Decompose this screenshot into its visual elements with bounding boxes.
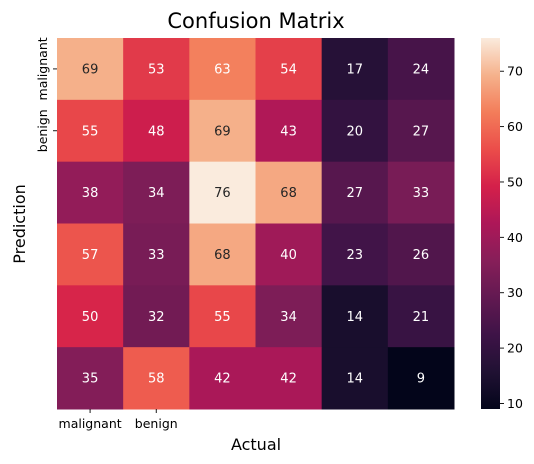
heatmap-cell: [387, 38, 455, 101]
colorbar-tick-label: 10: [507, 396, 523, 411]
cell-value-label: 27: [346, 186, 363, 201]
cell-value-label: 24: [413, 62, 430, 77]
cell-value-label: 34: [148, 186, 165, 201]
cell-value-label: 14: [346, 372, 363, 387]
heatmap-cell: [387, 285, 455, 348]
cell-value-label: 33: [413, 186, 430, 201]
heatmap-cell: [123, 285, 190, 348]
heatmap-cell: [255, 223, 323, 286]
cell-value-label: 23: [346, 248, 363, 263]
cell-value-label: 33: [148, 248, 165, 263]
heatmap-cell: [57, 347, 124, 410]
colorbar-tick-label: 70: [507, 64, 523, 79]
cell-value-label: 54: [280, 62, 297, 77]
heatmap-cell: [387, 347, 455, 410]
chart-title: Confusion Matrix: [167, 9, 344, 33]
heatmap-cell: [387, 223, 455, 286]
x-axis-ticks: malignant benign: [59, 409, 178, 431]
heatmap-cell: [123, 161, 190, 224]
heatmap-cell: [321, 223, 389, 286]
cell-value-label: 20: [346, 124, 363, 139]
cell-value-label: 58: [148, 372, 165, 387]
heatmap-cell: [321, 285, 389, 348]
heatmap-cell: [57, 285, 124, 348]
cell-value-label: 14: [346, 310, 363, 325]
cell-value-label: 21: [413, 310, 430, 325]
heatmap-cell: [321, 347, 389, 410]
heatmap-cell: [123, 99, 190, 163]
heatmap-cell: [189, 38, 256, 101]
heatmap-cell: [255, 285, 323, 348]
colorbar-tick-label: 20: [507, 341, 523, 356]
cell-value-label: 27: [413, 124, 430, 139]
cell-value-label: 69: [82, 62, 99, 77]
cell-value-label: 42: [214, 372, 231, 387]
cell-value-label: 50: [82, 310, 99, 325]
heatmap-cell: [321, 38, 389, 101]
heatmap-cell: [387, 161, 455, 224]
cell-value-label: 17: [346, 62, 363, 77]
y-axis-ticks: malignant benign: [35, 37, 57, 152]
cell-value-label: 48: [148, 124, 165, 139]
x-tick-label: benign: [135, 416, 178, 431]
heatmap-cell: [57, 38, 124, 101]
cell-value-label: 32: [148, 310, 165, 325]
cell-value-label: 9: [417, 372, 425, 387]
heatmap-cell: [387, 99, 455, 163]
cell-value-label: 76: [214, 186, 231, 201]
cell-value-label: 53: [148, 62, 165, 77]
heatmap-cell: [123, 38, 190, 101]
heatmap-cell: [189, 161, 256, 224]
y-tick-label: benign: [35, 109, 50, 152]
heatmap-cell: [57, 99, 124, 163]
heatmap-cell: [255, 99, 323, 163]
heatmap-cell: [255, 347, 323, 410]
heatmap-cell: [189, 347, 256, 410]
colorbar-tick-label: 60: [507, 119, 523, 134]
cell-value-label: 68: [214, 248, 231, 263]
x-tick-label: malignant: [59, 416, 122, 431]
heatmap-cell: [123, 223, 190, 286]
cell-value-label: 63: [214, 62, 231, 77]
colorbar: 10 20 30 40 50 60 70: [481, 38, 523, 411]
cell-value-label: 57: [82, 248, 99, 263]
y-tick-label: malignant: [35, 37, 50, 100]
heatmap-cell: [321, 99, 389, 163]
cell-value-label: 68: [280, 186, 297, 201]
cell-value-label: 26: [413, 248, 430, 263]
cell-value-label: 35: [82, 372, 99, 387]
cell-value-label: 55: [82, 124, 99, 139]
heatmap-cell: [57, 161, 124, 224]
colorbar-gradient: [481, 38, 500, 409]
cell-value-label: 42: [280, 372, 297, 387]
heatmap-cell: [189, 99, 256, 163]
heatmap-cell: [57, 223, 124, 286]
heatmap-cell: [321, 161, 389, 224]
cell-value-label: 55: [214, 310, 231, 325]
heatmap-cell: [255, 38, 323, 101]
colorbar-tick-label: 30: [507, 285, 523, 300]
heatmap-cell: [255, 161, 323, 224]
heatmap-cell: [123, 347, 190, 410]
cell-value-label: 40: [280, 248, 297, 263]
heatmap-cell: [189, 285, 256, 348]
colorbar-tick-label: 40: [507, 230, 523, 245]
heatmap-grid: 69 53 63 54 17 24 55 48 69 43 20 27 38 34 76 68 27 33 57 33…: [57, 38, 455, 410]
y-axis-label: Prediction: [10, 184, 29, 263]
heatmap-cell: [189, 223, 256, 286]
cell-value-label: 43: [280, 124, 297, 139]
cell-value-label: 69: [214, 124, 231, 139]
x-axis-label: Actual: [231, 435, 281, 454]
cell-value-label: 38: [82, 186, 99, 201]
cell-value-label: 34: [280, 310, 297, 325]
colorbar-tick-label: 50: [507, 174, 523, 189]
